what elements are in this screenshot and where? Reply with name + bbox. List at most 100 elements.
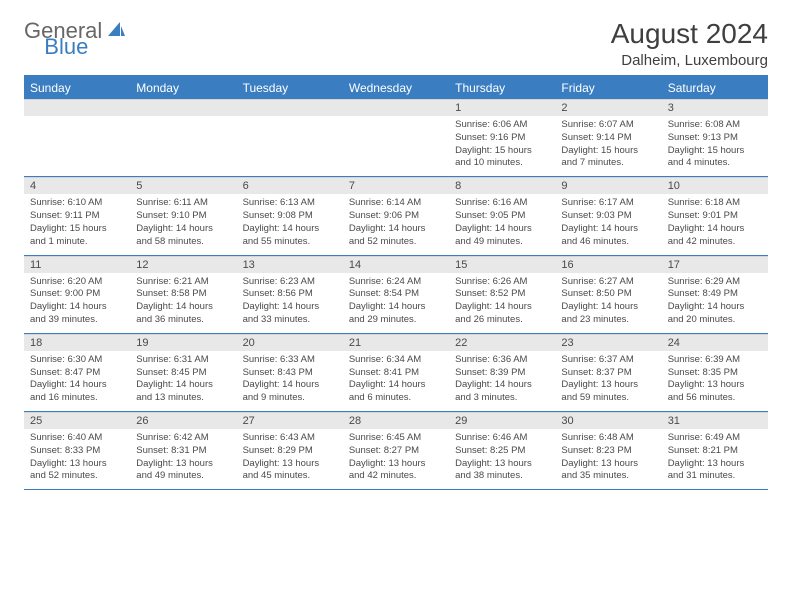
day-number: 25: [24, 412, 130, 429]
brand-logo: General Blue: [24, 18, 174, 44]
day-details: Sunrise: 6:36 AMSunset: 8:39 PMDaylight:…: [449, 351, 555, 411]
day-details: Sunrise: 6:30 AMSunset: 8:47 PMDaylight:…: [24, 351, 130, 411]
day-details: Sunrise: 6:45 AMSunset: 8:27 PMDaylight:…: [343, 429, 449, 489]
day-number: 23: [555, 334, 661, 351]
page-header: General Blue August 2024 Dalheim, Luxemb…: [24, 18, 768, 69]
day-details: Sunrise: 6:43 AMSunset: 8:29 PMDaylight:…: [237, 429, 343, 489]
day-cell: 14Sunrise: 6:24 AMSunset: 8:54 PMDayligh…: [343, 255, 449, 333]
week-row: 25Sunrise: 6:40 AMSunset: 8:33 PMDayligh…: [24, 412, 768, 490]
day-cell: 2Sunrise: 6:07 AMSunset: 9:14 PMDaylight…: [555, 99, 661, 177]
weekday-header: Thursday: [449, 76, 555, 99]
day-details: Sunrise: 6:20 AMSunset: 9:00 PMDaylight:…: [24, 273, 130, 333]
day-number: 1: [449, 99, 555, 116]
day-number: 29: [449, 412, 555, 429]
day-details: Sunrise: 6:40 AMSunset: 8:33 PMDaylight:…: [24, 429, 130, 489]
day-number: 5: [130, 177, 236, 194]
day-cell: [130, 99, 236, 177]
calendar-body: 1Sunrise: 6:06 AMSunset: 9:16 PMDaylight…: [24, 99, 768, 490]
weekday-header-row: Sunday Monday Tuesday Wednesday Thursday…: [24, 76, 768, 99]
day-number: 19: [130, 334, 236, 351]
week-row: 1Sunrise: 6:06 AMSunset: 9:16 PMDaylight…: [24, 99, 768, 177]
day-cell: 25Sunrise: 6:40 AMSunset: 8:33 PMDayligh…: [24, 412, 130, 490]
day-cell: 23Sunrise: 6:37 AMSunset: 8:37 PMDayligh…: [555, 333, 661, 411]
day-cell: 1Sunrise: 6:06 AMSunset: 9:16 PMDaylight…: [449, 99, 555, 177]
weekday-header: Friday: [555, 76, 661, 99]
day-number: 20: [237, 334, 343, 351]
day-details: Sunrise: 6:18 AMSunset: 9:01 PMDaylight:…: [662, 194, 768, 254]
day-number: 24: [662, 334, 768, 351]
day-cell: 6Sunrise: 6:13 AMSunset: 9:08 PMDaylight…: [237, 177, 343, 255]
day-number: 28: [343, 412, 449, 429]
week-row: 4Sunrise: 6:10 AMSunset: 9:11 PMDaylight…: [24, 177, 768, 255]
day-cell: 12Sunrise: 6:21 AMSunset: 8:58 PMDayligh…: [130, 255, 236, 333]
title-block: August 2024 Dalheim, Luxembourg: [611, 18, 768, 69]
day-number: 6: [237, 177, 343, 194]
day-details: Sunrise: 6:46 AMSunset: 8:25 PMDaylight:…: [449, 429, 555, 489]
day-details: Sunrise: 6:21 AMSunset: 8:58 PMDaylight:…: [130, 273, 236, 333]
day-cell: 11Sunrise: 6:20 AMSunset: 9:00 PMDayligh…: [24, 255, 130, 333]
day-details: Sunrise: 6:37 AMSunset: 8:37 PMDaylight:…: [555, 351, 661, 411]
day-details: Sunrise: 6:23 AMSunset: 8:56 PMDaylight:…: [237, 273, 343, 333]
day-details: Sunrise: 6:27 AMSunset: 8:50 PMDaylight:…: [555, 273, 661, 333]
day-details: Sunrise: 6:14 AMSunset: 9:06 PMDaylight:…: [343, 194, 449, 254]
day-number: 4: [24, 177, 130, 194]
day-cell: 18Sunrise: 6:30 AMSunset: 8:47 PMDayligh…: [24, 333, 130, 411]
day-cell: 16Sunrise: 6:27 AMSunset: 8:50 PMDayligh…: [555, 255, 661, 333]
day-number: 21: [343, 334, 449, 351]
day-cell: 20Sunrise: 6:33 AMSunset: 8:43 PMDayligh…: [237, 333, 343, 411]
day-cell: 29Sunrise: 6:46 AMSunset: 8:25 PMDayligh…: [449, 412, 555, 490]
day-number: 30: [555, 412, 661, 429]
day-cell: [24, 99, 130, 177]
day-details: Sunrise: 6:34 AMSunset: 8:41 PMDaylight:…: [343, 351, 449, 411]
day-details: Sunrise: 6:10 AMSunset: 9:11 PMDaylight:…: [24, 194, 130, 254]
day-cell: 22Sunrise: 6:36 AMSunset: 8:39 PMDayligh…: [449, 333, 555, 411]
day-number: 15: [449, 256, 555, 273]
day-number: 9: [555, 177, 661, 194]
day-number: 11: [24, 256, 130, 273]
day-number: 17: [662, 256, 768, 273]
calendar-table: Sunday Monday Tuesday Wednesday Thursday…: [24, 75, 768, 490]
day-cell: 15Sunrise: 6:26 AMSunset: 8:52 PMDayligh…: [449, 255, 555, 333]
day-details: Sunrise: 6:16 AMSunset: 9:05 PMDaylight:…: [449, 194, 555, 254]
day-details: Sunrise: 6:26 AMSunset: 8:52 PMDaylight:…: [449, 273, 555, 333]
day-cell: 30Sunrise: 6:48 AMSunset: 8:23 PMDayligh…: [555, 412, 661, 490]
location-label: Dalheim, Luxembourg: [611, 52, 768, 69]
day-cell: [343, 99, 449, 177]
day-number: 2: [555, 99, 661, 116]
brand-sail-icon: [106, 20, 126, 43]
day-cell: 28Sunrise: 6:45 AMSunset: 8:27 PMDayligh…: [343, 412, 449, 490]
day-cell: 9Sunrise: 6:17 AMSunset: 9:03 PMDaylight…: [555, 177, 661, 255]
weekday-header: Monday: [130, 76, 236, 99]
day-number: 10: [662, 177, 768, 194]
day-details: Sunrise: 6:17 AMSunset: 9:03 PMDaylight:…: [555, 194, 661, 254]
day-details: Sunrise: 6:11 AMSunset: 9:10 PMDaylight:…: [130, 194, 236, 254]
day-details: Sunrise: 6:06 AMSunset: 9:16 PMDaylight:…: [449, 116, 555, 176]
day-cell: 10Sunrise: 6:18 AMSunset: 9:01 PMDayligh…: [662, 177, 768, 255]
day-cell: 13Sunrise: 6:23 AMSunset: 8:56 PMDayligh…: [237, 255, 343, 333]
day-details: Sunrise: 6:13 AMSunset: 9:08 PMDaylight:…: [237, 194, 343, 254]
week-row: 18Sunrise: 6:30 AMSunset: 8:47 PMDayligh…: [24, 333, 768, 411]
day-number: 16: [555, 256, 661, 273]
day-cell: 7Sunrise: 6:14 AMSunset: 9:06 PMDaylight…: [343, 177, 449, 255]
day-details: Sunrise: 6:24 AMSunset: 8:54 PMDaylight:…: [343, 273, 449, 333]
day-cell: [237, 99, 343, 177]
day-details: Sunrise: 6:31 AMSunset: 8:45 PMDaylight:…: [130, 351, 236, 411]
day-details: Sunrise: 6:33 AMSunset: 8:43 PMDaylight:…: [237, 351, 343, 411]
day-cell: 26Sunrise: 6:42 AMSunset: 8:31 PMDayligh…: [130, 412, 236, 490]
day-number: 27: [237, 412, 343, 429]
day-details: Sunrise: 6:29 AMSunset: 8:49 PMDaylight:…: [662, 273, 768, 333]
day-details: Sunrise: 6:48 AMSunset: 8:23 PMDaylight:…: [555, 429, 661, 489]
weekday-header: Saturday: [662, 76, 768, 99]
day-details: Sunrise: 6:49 AMSunset: 8:21 PMDaylight:…: [662, 429, 768, 489]
day-number: 12: [130, 256, 236, 273]
calendar-page: General Blue August 2024 Dalheim, Luxemb…: [0, 0, 792, 508]
day-number: 14: [343, 256, 449, 273]
day-number: 22: [449, 334, 555, 351]
day-details: Sunrise: 6:07 AMSunset: 9:14 PMDaylight:…: [555, 116, 661, 176]
brand-part2: Blue: [44, 34, 88, 60]
day-cell: 19Sunrise: 6:31 AMSunset: 8:45 PMDayligh…: [130, 333, 236, 411]
day-cell: 5Sunrise: 6:11 AMSunset: 9:10 PMDaylight…: [130, 177, 236, 255]
day-details: Sunrise: 6:42 AMSunset: 8:31 PMDaylight:…: [130, 429, 236, 489]
day-cell: 24Sunrise: 6:39 AMSunset: 8:35 PMDayligh…: [662, 333, 768, 411]
month-title: August 2024: [611, 18, 768, 50]
